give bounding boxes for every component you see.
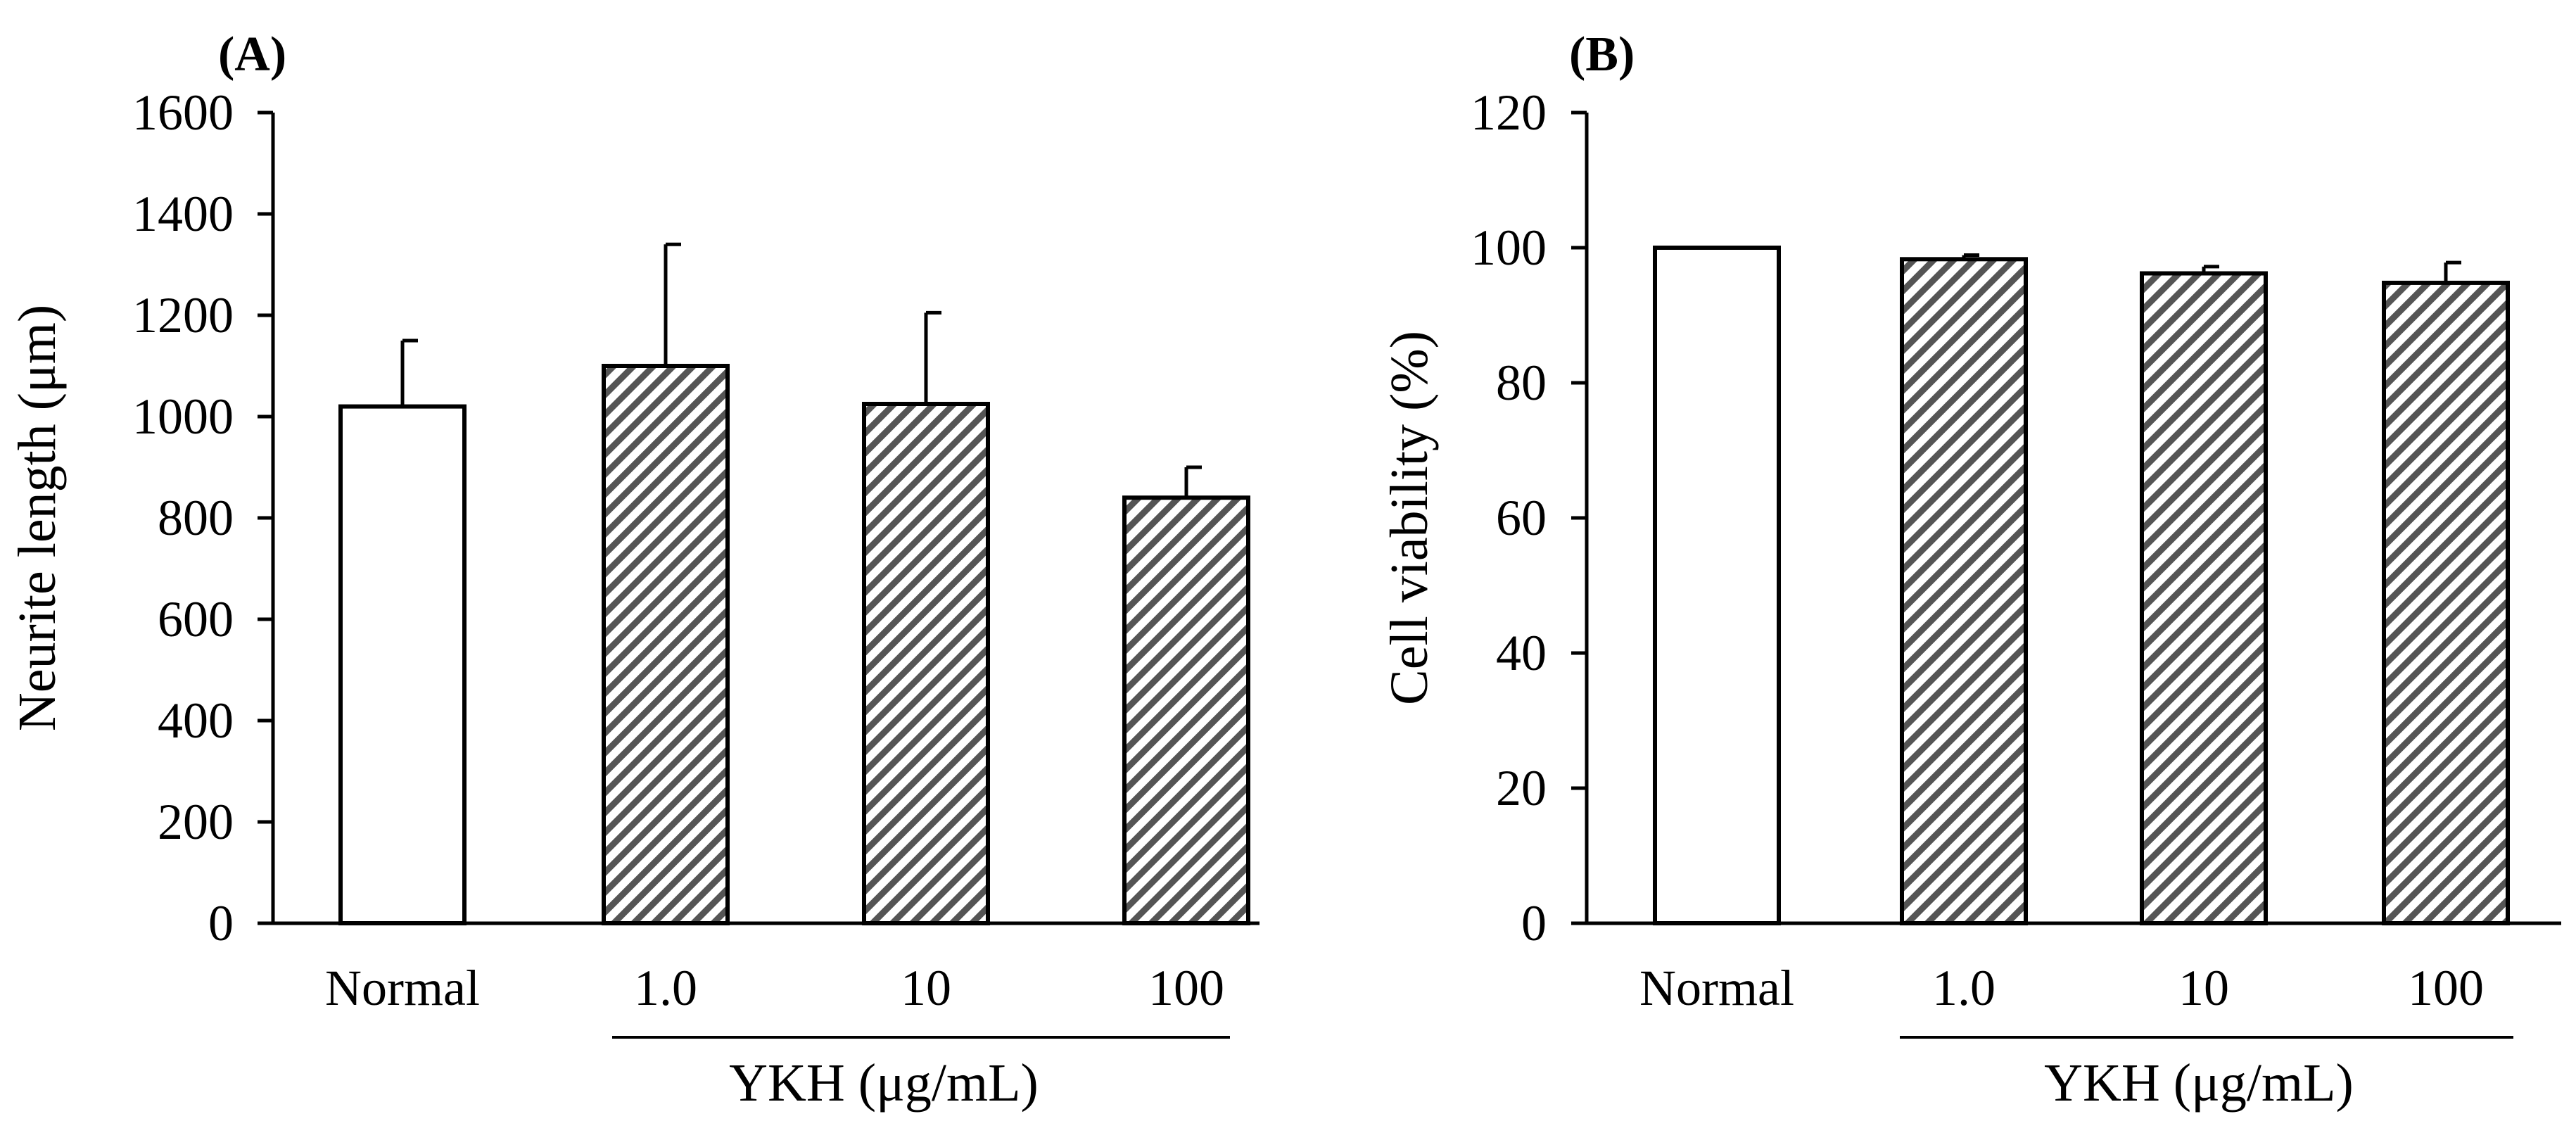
panel-b-group-label: YKH (μg/mL) [2044,1053,2354,1113]
panel-a-y-tick-label: 1600 [132,84,234,141]
panel-b-category-label: 1.0 [1932,960,1996,1016]
panel-b-y-tick-label: 20 [1496,760,1547,816]
panel-b-y-tick-label: 0 [1521,895,1547,951]
panel-b-category-label: 10 [2178,960,2229,1016]
panel-a-bar [1122,495,1250,925]
panel-a-category-label: 10 [901,960,951,1016]
panel-a-y-tick-label: 400 [158,692,234,749]
panel-b-category-label: Normal [1639,960,1794,1016]
panel-b-bar [1900,257,2028,925]
panel-a-y-tick-label: 200 [158,794,234,850]
panel-a-label: (A) [218,27,286,82]
panel-a-y-tick-label: 0 [208,895,234,951]
panel-a-y-tick-label: 1000 [132,388,234,445]
panel-b-label: (B) [1569,27,1635,82]
panel-b-category-label: 100 [2408,960,2484,1016]
panel-b-bar [1653,246,1781,925]
panel-a-category-label: Normal [325,960,480,1016]
panel-a-y-axis-title: Neurite length (μm) [8,305,67,731]
panel-a-y-tick-label: 1200 [132,287,234,343]
panel-a-bar [338,404,467,925]
panel-a-category-label: 1.0 [634,960,697,1016]
panel-a-category-label: 100 [1148,960,1224,1016]
panel-b-y-tick-label: 120 [1471,84,1547,141]
panel-a-y-tick-label: 800 [158,490,234,546]
panel-b-y-axis-title: Cell viability (%) [1380,331,1439,705]
panel-a-bar [862,402,990,925]
panel-a-chart: (A) 0 200 400 600 800 1000 1200 1400 1600 Neurite … [8,27,1260,1113]
panel-b-bar [2382,280,2510,926]
panel-a-y-tick-label: 600 [158,591,234,647]
panel-a-group-label: YKH (μg/mL) [729,1053,1039,1113]
panel-b-bar [2140,271,2268,926]
panel-b-chart: (B) 0 20 40 60 80 100 120 Cell viability (%) Norm… [1380,27,2561,1113]
panel-b-y-tick-label: 40 [1496,625,1547,681]
panel-b-y-tick-label: 80 [1496,355,1547,411]
panel-a-bar [602,364,730,925]
panel-b-y-tick-label: 100 [1471,220,1547,276]
panel-a-y-tick-label: 1400 [132,186,234,242]
panel-b-y-tick-label: 60 [1496,490,1547,546]
